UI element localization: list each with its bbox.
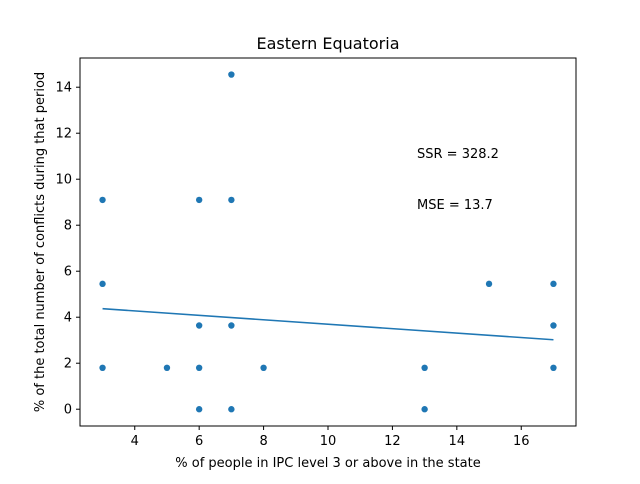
x-tick-label: 4 <box>131 434 139 449</box>
x-tick-label: 14 <box>449 434 466 449</box>
data-point <box>99 280 106 288</box>
data-point <box>195 196 203 204</box>
data-point <box>228 406 235 413</box>
data-point <box>260 364 267 372</box>
x-tick-label: 8 <box>259 434 267 449</box>
data-point <box>195 364 203 372</box>
y-tick-label: 8 <box>64 219 72 234</box>
data-point <box>228 322 235 329</box>
x-tick-label: 16 <box>513 434 530 449</box>
y-tick-label: 2 <box>64 357 72 372</box>
y-tick-label: 14 <box>55 81 72 96</box>
chart-title: Eastern Equatoria <box>257 34 400 53</box>
data-point <box>195 406 203 413</box>
y-tick-label: 10 <box>55 173 72 188</box>
data-point <box>421 364 428 372</box>
y-tick-label: 12 <box>55 127 72 142</box>
y-tick-label: 4 <box>64 311 72 326</box>
data-point <box>421 406 428 413</box>
data-point <box>99 196 106 204</box>
x-tick-label: 12 <box>384 434 401 449</box>
data-point <box>195 322 203 329</box>
y-tick-label: 6 <box>64 265 72 280</box>
mse-annotation: MSE = 13.7 <box>417 198 493 213</box>
data-point <box>550 280 557 288</box>
plot-area: 4 6 8 10 12 14 16 0 2 4 6 8 10 12 14 <box>55 57 577 449</box>
data-point <box>99 364 106 372</box>
data-point <box>485 280 493 288</box>
x-tick-label: 6 <box>195 434 203 449</box>
data-point <box>163 364 171 372</box>
data-point <box>550 322 557 329</box>
data-point <box>228 196 235 204</box>
x-axis-label: % of people in IPC level 3 or above in t… <box>175 456 480 471</box>
x-tick-label: 10 <box>320 434 337 449</box>
data-point <box>228 71 235 78</box>
y-tick-label: 0 <box>64 403 72 418</box>
data-point <box>550 364 557 372</box>
ssr-annotation: SSR = 328.2 <box>417 147 499 162</box>
regression-line <box>102 307 554 341</box>
y-axis-label: % of the total number of conflicts durin… <box>33 72 48 412</box>
